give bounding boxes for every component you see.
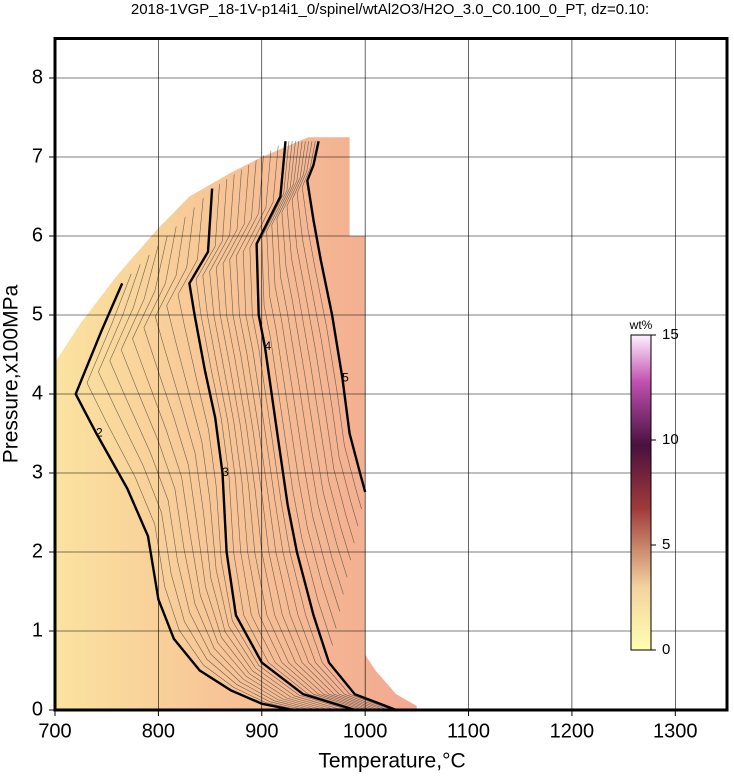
x-tick-label: 1200 [550, 720, 595, 742]
contour-line [306, 140, 367, 493]
thin-isoline [249, 145, 393, 711]
thin-isoline [291, 141, 355, 544]
thin-isoline [271, 141, 341, 612]
y-tick-label: 0 [32, 698, 43, 720]
thin-isoline [236, 155, 384, 711]
y-axis-label: Pressure,x100MPa [0, 284, 23, 463]
y-tick-label: 7 [32, 145, 43, 167]
thin-isoline [132, 235, 324, 711]
thin-isoline [286, 141, 351, 561]
contour-label: 4 [265, 339, 272, 353]
colorbar-tick-label: 0 [662, 641, 670, 658]
thin-isoline [229, 160, 380, 711]
thin-isoline [281, 141, 348, 578]
thin-isoline [261, 141, 333, 646]
thin-isoline [242, 150, 389, 711]
y-tick-label: 2 [32, 540, 43, 562]
y-tick-label: 8 [32, 66, 43, 88]
thin-isoline [215, 169, 372, 711]
contour-line [74, 282, 294, 712]
contour-label: 5 [342, 370, 349, 384]
data-region [55, 137, 417, 711]
x-tick-label: 1100 [447, 720, 490, 742]
x-tick-label: 900 [245, 720, 278, 742]
x-axis-label: Temperature,°C [318, 750, 465, 773]
colorbar-tick-label: 10 [662, 431, 679, 448]
chart-title: 2018-1VGP_18-1V-p14i1_0/spinel/wtAl2O3/H… [131, 1, 649, 18]
thin-isoline [202, 179, 364, 711]
thin-isoline [276, 141, 344, 595]
y-tick-label: 3 [32, 461, 43, 483]
colorbar-label: wt% [629, 318, 653, 332]
x-tick-label: 700 [38, 720, 71, 742]
contour-line [188, 188, 356, 712]
colorbar-tick-label: 15 [662, 326, 679, 343]
colorbar [630, 334, 652, 651]
thin-isoline [209, 174, 368, 711]
y-tick-label: 6 [32, 224, 43, 246]
thin-isoline [154, 216, 337, 711]
thin-isoline [98, 264, 306, 711]
thin-isoline [296, 141, 359, 527]
thin-isoline [86, 273, 300, 711]
y-tick-label: 1 [32, 619, 43, 641]
x-tick-label: 800 [142, 720, 175, 742]
contour-label: 3 [222, 465, 229, 479]
thin-isoline [177, 198, 349, 711]
plot-area: 2 3 4 5 700 800 900 1000 1100 1200 1300 0 1 2 3 4 5 6 7 8 wt… [32, 37, 729, 742]
colorbar-tick-label: 5 [662, 536, 670, 553]
x-tick-label: 1300 [653, 720, 698, 742]
y-tick-label: 5 [32, 303, 43, 325]
thin-isoline [301, 141, 362, 510]
y-tick-label: 4 [32, 382, 43, 404]
thin-isoline [222, 164, 376, 711]
thin-isoline [195, 183, 360, 711]
thin-isoline [266, 141, 337, 629]
x-tick-label: 1000 [343, 720, 388, 742]
thin-isoline [109, 254, 312, 711]
thin-isoline [166, 207, 343, 711]
plot-frame [53, 37, 729, 712]
thin-isoline [120, 245, 318, 711]
contour-label: 2 [96, 426, 103, 440]
thin-isoline [143, 226, 331, 711]
